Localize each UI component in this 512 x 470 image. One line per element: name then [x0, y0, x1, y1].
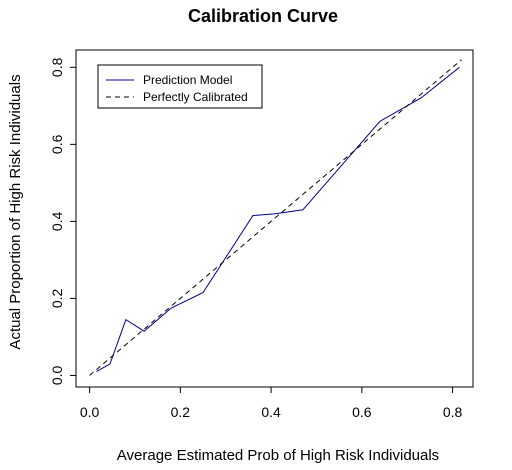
x-axis: 0.0 0.2 0.4 0.6 0.8 [80, 387, 463, 420]
legend-box [97, 64, 263, 109]
legend: Prediction Model Perfectly Calibrated [97, 64, 263, 109]
x-tick-label: 0.2 [171, 404, 191, 420]
x-tick-label: 0.4 [261, 404, 281, 420]
legend-label: Prediction Model [143, 73, 232, 87]
x-tick-label: 0.8 [443, 404, 463, 420]
y-tick-label: 0.0 [49, 366, 65, 386]
x-tick-label: 0.6 [352, 404, 372, 420]
series-layer [89, 59, 463, 376]
x-axis-label: Average Estimated Prob of High Risk Indi… [117, 447, 439, 464]
y-tick-label: 0.8 [49, 57, 65, 77]
y-tick-label: 0.6 [49, 134, 65, 154]
chart-title: Calibration Curve [188, 6, 338, 26]
plot-frame [75, 49, 474, 388]
y-axis: 0.0 0.2 0.4 0.6 0.8 [49, 57, 76, 385]
x-tick-label: 0.0 [80, 404, 100, 420]
legend-label: Perfectly Calibrated [143, 90, 248, 104]
series-line-perfectly-calibrated [89, 59, 463, 376]
series-line-prediction-model [96, 66, 460, 373]
y-axis-label: Actual Proportion of High Risk Individua… [7, 74, 24, 349]
y-tick-label: 0.4 [49, 211, 65, 231]
y-tick-label: 0.2 [49, 288, 65, 308]
